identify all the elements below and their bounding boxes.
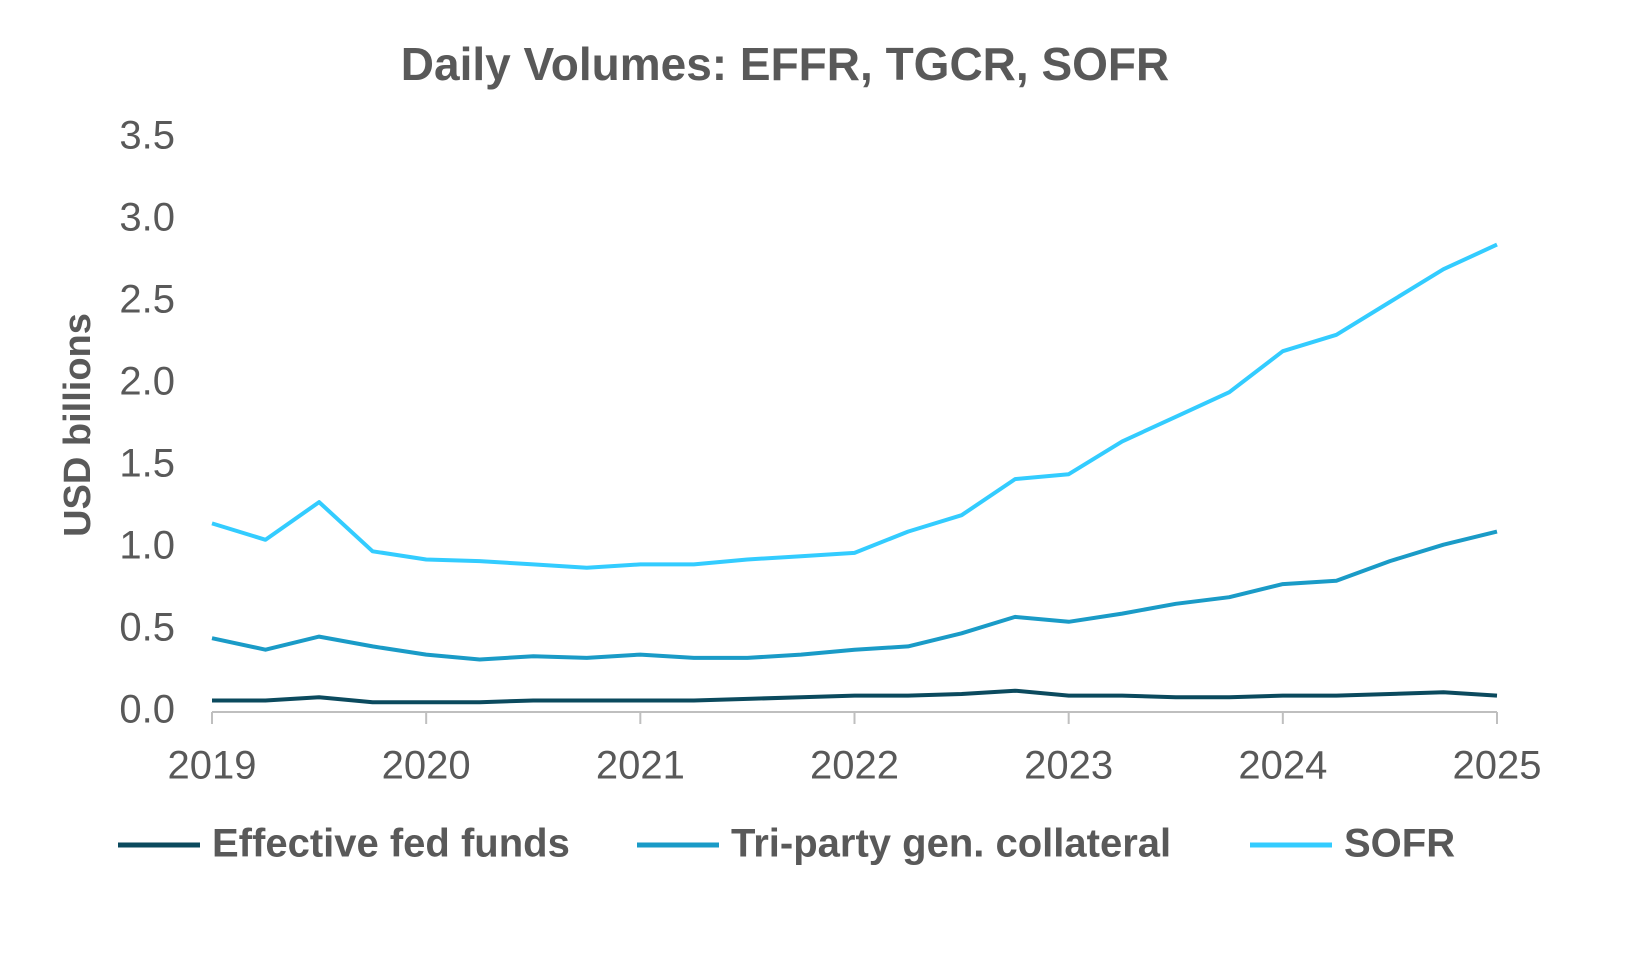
y-tick-label: 2.5: [119, 278, 175, 322]
y-tick-label: 3.5: [119, 114, 175, 158]
x-tick-label: 2024: [1238, 744, 1327, 788]
x-tick-label: 2019: [168, 744, 257, 788]
y-tick-label: 3.0: [119, 196, 175, 240]
x-tick-label: 2020: [382, 744, 471, 788]
series-line: [211, 242, 1498, 570]
chart-title: Daily Volumes: EFFR, TGCR, SOFR: [401, 38, 1169, 90]
x-tick-label: 2025: [1453, 744, 1542, 788]
y-tick-label: 1.0: [119, 524, 175, 568]
legend-label: Effective fed funds: [212, 822, 570, 866]
y-tick-label: 2.0: [119, 360, 175, 404]
series-line: [211, 529, 1498, 662]
x-tick-label: 2021: [596, 744, 685, 788]
y-tick-label: 0.0: [119, 688, 175, 732]
y-tick-label: 1.5: [119, 442, 175, 486]
y-axis-label: USD billions: [57, 313, 99, 537]
x-tick-label: 2022: [810, 744, 899, 788]
legend-label: SOFR: [1344, 822, 1455, 866]
y-tick-label: 0.5: [119, 606, 175, 650]
legend-label: Tri-party gen. collateral: [731, 822, 1171, 866]
series-line: [212, 688, 1498, 705]
x-tick-label: 2023: [1024, 744, 1113, 788]
